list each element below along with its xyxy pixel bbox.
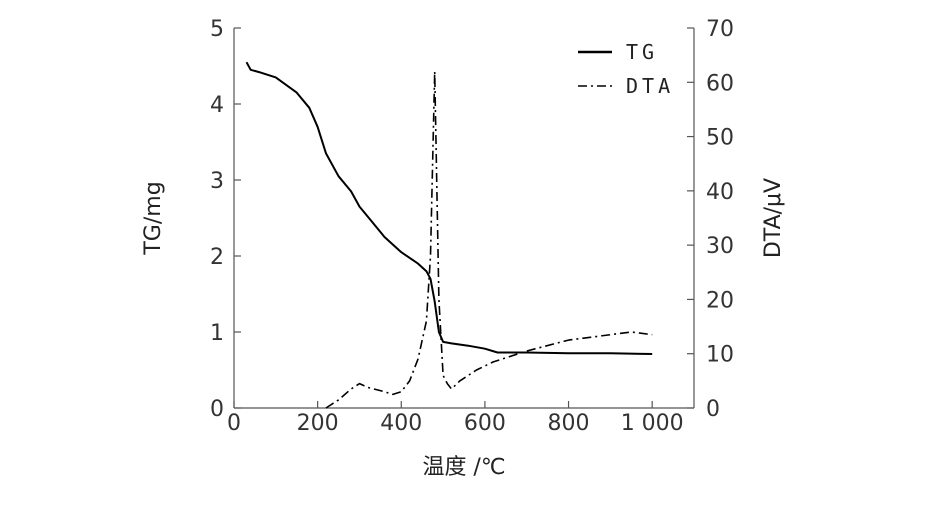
right-tick-label: 20 [706,288,734,313]
x-tick-label: 400 [380,411,422,436]
right-tick-label: 0 [706,397,720,422]
plot-frame [233,28,695,409]
legend-label-dta: DTA [626,74,674,98]
left-tick-label: 3 [210,169,224,194]
right-axis-ticks: 0 10 20 30 40 50 60 70 [687,17,734,422]
series-line-dta [325,70,653,409]
legend: TG DTA [578,40,674,98]
left-axis-label: TG/mg [141,181,166,255]
x-tick-label: 0 [227,411,241,436]
right-tick-label: 50 [706,126,734,151]
right-tick-label: 40 [706,180,734,205]
x-axis-label: 温度 /℃ [422,455,505,480]
left-tick-label: 2 [210,245,224,270]
x-tick-label: 800 [548,411,590,436]
left-tick-label: 0 [210,397,224,422]
x-tick-label: 600 [464,411,506,436]
x-tick-label: 1 000 [621,411,684,436]
right-tick-label: 30 [706,234,734,259]
legend-label-tg: TG [626,40,658,64]
left-tick-label: 4 [210,93,224,118]
x-axis-ticks: 0 200 400 600 800 1 000 [227,401,684,436]
left-tick-label: 1 [210,321,224,346]
series-layer [245,61,653,409]
left-axis-ticks: 0 1 2 3 4 5 [210,17,241,422]
right-tick-label: 70 [706,17,734,42]
left-tick-label: 5 [210,17,224,42]
right-tick-label: 10 [706,343,734,368]
series-line-tg [245,61,653,355]
right-axis-label: DTA/μV [761,178,786,258]
x-tick-label: 200 [297,411,339,436]
right-tick-label: 60 [706,71,734,96]
